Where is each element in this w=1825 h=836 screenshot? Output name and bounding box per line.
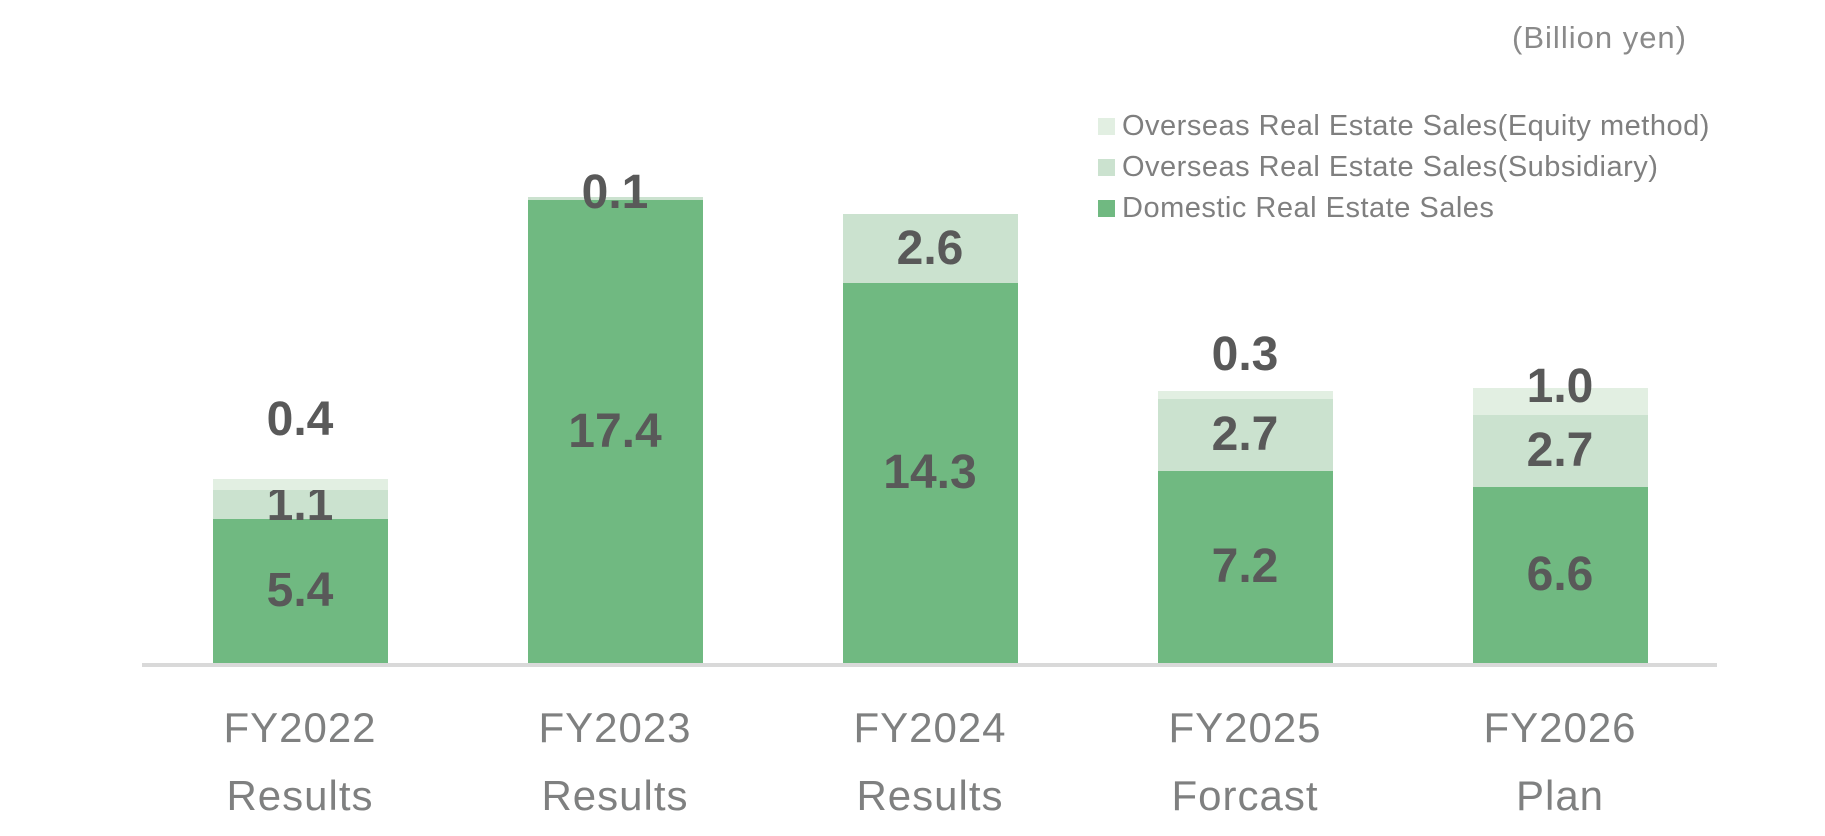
category-label: FY2023 Results [458,694,772,830]
domestic-legend-swatch [1098,200,1115,217]
segment-value-label: 14.3 [883,446,977,499]
segment-value-label: 2.7 [1211,408,1279,461]
category-type: Forcast [1171,772,1319,819]
unit-label: (Billion yen) [1512,20,1687,55]
bar-segment-domestic: 17.4 [527,200,703,663]
bar-column: 14.3 2.6 [842,214,1018,663]
category-year: FY2023 [538,704,692,751]
category-year: FY2024 [853,704,1007,751]
bar-segment-equity [212,479,388,490]
bar-segment-domestic: 7.2 [1157,471,1333,663]
bar-segment-subsidiary: 2.7 [1472,415,1648,487]
category-year: FY2026 [1483,704,1637,751]
bar-segment-subsidiary [527,197,703,200]
bar-segment-domestic: 14.3 [842,283,1018,663]
category-year: FY2025 [1168,704,1322,751]
bar-segment-subsidiary: 2.6 [842,214,1018,283]
legend: Overseas Real Estate Sales(Equity method… [1098,106,1710,229]
bar-segment-domestic: 6.6 [1472,487,1648,663]
category-label: FY2022 Results [143,694,457,830]
bar-segment-subsidiary: 2.7 [1157,399,1333,471]
legend-item: Overseas Real Estate Sales(Equity method… [1098,106,1710,147]
legend-item: Overseas Real Estate Sales(Subsidiary) [1098,147,1710,188]
segment-value-label: 2.7 [1526,424,1594,477]
segment-value-label: 7.2 [1211,540,1279,593]
category-type: Results [541,772,689,819]
segment-value-label: 6.6 [1526,548,1594,601]
legend-label: Domestic Real Estate Sales [1122,192,1495,224]
segment-value-label: 2.6 [896,221,964,275]
bar-column: 5.4 1.1 0.4 [212,396,388,663]
subsidiary-legend-swatch [1098,159,1115,176]
legend-label: Overseas Real Estate Sales(Subsidiary) [1122,151,1659,183]
segment-value-label: 17.4 [568,404,662,458]
category-type: Results [856,772,1004,819]
bar-segment-subsidiary: 1.1 [212,480,388,528]
category-year: FY2022 [223,704,377,751]
category-type: Results [226,772,374,819]
x-axis-line [142,663,1717,667]
bar-segment-domestic: 5.4 [212,519,388,663]
category-label: FY2024 Results [773,694,1087,830]
segment-value-label: 5.4 [266,564,334,617]
bar-top-value-label: 0.3 [1211,328,1279,381]
legend-label: Overseas Real Estate Sales(Equity method… [1122,110,1710,142]
bar-column: 6.6 2.7 1.0 [1472,363,1648,663]
bar-top-value-label: 0.4 [266,393,334,446]
bar-column: 7.2 2.7 0.3 [1157,331,1333,663]
bar-top-value-label: 0.1 [581,166,649,219]
bar-segment-equity [1472,388,1648,415]
bar-top-value-label: 1.0 [1526,360,1594,413]
equity-legend-swatch [1098,118,1115,135]
category-label: FY2025 Forcast [1088,694,1402,830]
category-type: Plan [1515,772,1605,819]
legend-item: Domestic Real Estate Sales [1098,188,1710,229]
bar-column: 17.4 0.1 [527,169,703,663]
category-label: FY2026 Plan [1403,694,1717,830]
bar-segment-equity [1157,391,1333,399]
